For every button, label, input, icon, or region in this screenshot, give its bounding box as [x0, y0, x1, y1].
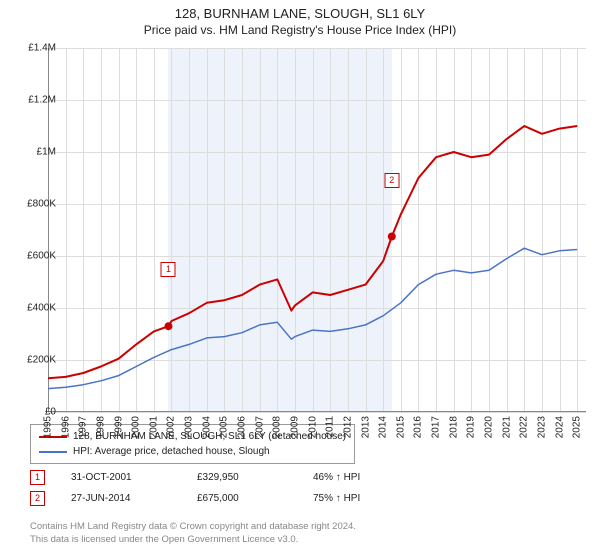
chart-container: 128, BURNHAM LANE, SLOUGH, SL1 6LY Price…	[0, 0, 600, 560]
ytick-label: £1.4M	[28, 43, 56, 54]
ytick-label: £600K	[27, 251, 56, 262]
xtick-label: 2008	[272, 416, 283, 438]
xtick-label: 2005	[219, 416, 230, 438]
xtick-label: 1998	[95, 416, 106, 438]
chart-plot-area: 12	[48, 48, 586, 412]
xtick-label: 2003	[184, 416, 195, 438]
xtick-label: 2018	[448, 416, 459, 438]
xtick-label: 2013	[360, 416, 371, 438]
xtick-label: 1999	[113, 416, 124, 438]
ytick-label: £1.2M	[28, 95, 56, 106]
sales-table: 1 31-OCT-2001 £329,950 46% ↑ HPI 2 27-JUN-201…	[30, 470, 403, 512]
xtick-label: 2012	[342, 416, 353, 438]
legend-swatch	[39, 451, 67, 453]
xtick-label: 2014	[378, 416, 389, 438]
ytick-label: £1M	[37, 147, 56, 158]
series-property	[48, 126, 577, 378]
ytick-label: £200K	[27, 355, 56, 366]
xtick-label: 2009	[289, 416, 300, 438]
ytick-label: £800K	[27, 199, 56, 210]
sales-pct: 46% ↑ HPI	[313, 472, 403, 483]
footnote-line-1: Contains HM Land Registry data © Crown c…	[30, 520, 356, 533]
xtick-label: 2011	[325, 416, 336, 438]
sales-date: 31-OCT-2001	[71, 472, 171, 483]
sales-row: 2 27-JUN-2014 £675,000 75% ↑ HPI	[30, 491, 403, 506]
xtick-label: 2010	[307, 416, 318, 438]
chart-subtitle: Price paid vs. HM Land Registry's House …	[0, 23, 600, 37]
xtick-label: 2016	[413, 416, 424, 438]
xtick-label: 2002	[166, 416, 177, 438]
sales-date: 27-JUN-2014	[71, 493, 171, 504]
chart-title: 128, BURNHAM LANE, SLOUGH, SL1 6LY	[0, 6, 600, 21]
xtick-label: 2021	[501, 416, 512, 438]
sales-price: £329,950	[197, 472, 287, 483]
xtick-label: 1997	[78, 416, 89, 438]
sales-marker: 2	[30, 491, 45, 506]
sales-price: £675,000	[197, 493, 287, 504]
xtick-label: 1996	[60, 416, 71, 438]
title-block: 128, BURNHAM LANE, SLOUGH, SL1 6LY Price…	[0, 0, 600, 37]
series-svg	[48, 48, 586, 412]
xtick-label: 2017	[431, 416, 442, 438]
ytick-label: £400K	[27, 303, 56, 314]
xtick-label: 2023	[536, 416, 547, 438]
grid-line-h	[48, 412, 586, 413]
legend-label: HPI: Average price, detached house, Slou…	[73, 444, 270, 459]
xtick-label: 2020	[483, 416, 494, 438]
xtick-label: 2025	[572, 416, 583, 438]
xtick-label: 2001	[148, 416, 159, 438]
xtick-label: 1995	[43, 416, 54, 438]
legend-item: HPI: Average price, detached house, Slou…	[39, 444, 346, 459]
series-hpi	[48, 248, 577, 388]
sales-marker: 1	[30, 470, 45, 485]
footnote-line-2: This data is licensed under the Open Gov…	[30, 533, 356, 546]
xtick-label: 2007	[254, 416, 265, 438]
xtick-label: 2006	[237, 416, 248, 438]
footnote: Contains HM Land Registry data © Crown c…	[30, 520, 356, 547]
sale-point-dot	[164, 322, 172, 330]
xtick-label: 2024	[554, 416, 565, 438]
sales-pct: 75% ↑ HPI	[313, 493, 403, 504]
xtick-label: 2000	[131, 416, 142, 438]
xtick-label: 2004	[201, 416, 212, 438]
sale-point-dot	[388, 233, 396, 241]
xtick-label: 2022	[519, 416, 530, 438]
xtick-label: 2015	[395, 416, 406, 438]
xtick-label: 2019	[466, 416, 477, 438]
sales-row: 1 31-OCT-2001 £329,950 46% ↑ HPI	[30, 470, 403, 485]
